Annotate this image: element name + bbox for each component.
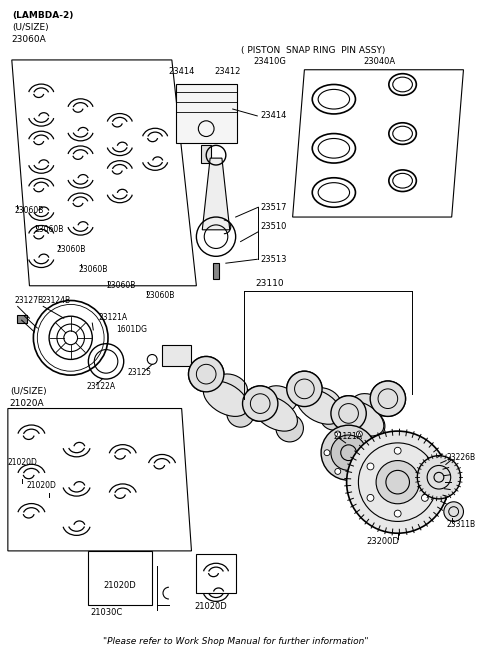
Circle shape	[295, 379, 314, 399]
Ellipse shape	[204, 381, 248, 417]
Polygon shape	[202, 158, 230, 230]
Circle shape	[339, 403, 359, 423]
Text: 23226B: 23226B	[447, 453, 476, 462]
Circle shape	[331, 396, 366, 431]
Text: 21020D: 21020D	[8, 458, 38, 467]
Circle shape	[331, 396, 366, 431]
Circle shape	[357, 468, 362, 474]
Text: 23311B: 23311B	[447, 520, 476, 529]
Text: 21020D: 21020D	[195, 602, 228, 611]
Circle shape	[347, 431, 449, 533]
Ellipse shape	[339, 401, 384, 436]
Circle shape	[370, 381, 406, 417]
Bar	[213, 263, 219, 279]
Circle shape	[324, 450, 330, 456]
Text: 23060B: 23060B	[57, 245, 86, 254]
Circle shape	[189, 356, 224, 392]
Circle shape	[358, 413, 385, 440]
Circle shape	[367, 495, 374, 501]
Bar	[176, 85, 237, 144]
Circle shape	[394, 510, 401, 517]
Text: 23110: 23110	[256, 279, 284, 289]
Circle shape	[335, 468, 341, 474]
Circle shape	[251, 394, 270, 413]
Circle shape	[331, 435, 366, 470]
Ellipse shape	[252, 396, 298, 431]
Text: 21020A: 21020A	[10, 399, 45, 408]
Text: 23060B: 23060B	[35, 225, 64, 234]
Circle shape	[421, 495, 428, 501]
Circle shape	[242, 386, 278, 421]
Bar	[196, 554, 236, 593]
Text: 23040A: 23040A	[363, 57, 396, 66]
Text: 23122A: 23122A	[86, 382, 116, 392]
Circle shape	[444, 502, 464, 522]
Circle shape	[196, 364, 216, 384]
Text: 23060B: 23060B	[79, 264, 108, 274]
Text: 23414: 23414	[168, 67, 195, 76]
Text: 23510: 23510	[260, 222, 287, 232]
Circle shape	[227, 400, 254, 427]
Text: 21020D: 21020D	[103, 581, 136, 590]
Circle shape	[376, 461, 420, 504]
Text: 23412: 23412	[215, 67, 241, 76]
Text: 23124B: 23124B	[41, 296, 71, 305]
Text: 23200D: 23200D	[367, 537, 399, 546]
Text: 23125: 23125	[128, 367, 152, 377]
Text: 21020D: 21020D	[26, 481, 56, 489]
Circle shape	[320, 403, 348, 430]
Text: 23127B: 23127B	[15, 296, 44, 305]
Text: (U/SIZE): (U/SIZE)	[12, 23, 48, 32]
Circle shape	[189, 356, 224, 392]
Ellipse shape	[351, 394, 385, 419]
Text: (LAMBDA-2): (LAMBDA-2)	[12, 11, 73, 20]
Ellipse shape	[214, 374, 247, 400]
Circle shape	[321, 425, 376, 480]
Text: 23517: 23517	[260, 203, 287, 212]
Text: "Please refer to Work Shop Manual for further information": "Please refer to Work Shop Manual for fu…	[103, 637, 369, 646]
Circle shape	[370, 381, 406, 417]
Bar	[88, 551, 152, 605]
Circle shape	[276, 415, 303, 442]
Text: 23513: 23513	[260, 255, 287, 264]
Ellipse shape	[263, 386, 297, 412]
Circle shape	[242, 386, 278, 421]
Circle shape	[417, 456, 460, 499]
Text: 23121A: 23121A	[98, 313, 127, 321]
Text: 23410G: 23410G	[253, 57, 286, 66]
Circle shape	[421, 463, 428, 470]
Text: 23060A: 23060A	[12, 35, 47, 44]
Text: 23060B: 23060B	[15, 206, 44, 215]
Circle shape	[357, 431, 362, 437]
Bar	[17, 316, 26, 323]
Text: 21121A: 21121A	[334, 432, 363, 441]
Circle shape	[335, 431, 341, 437]
Circle shape	[367, 463, 374, 470]
Bar	[162, 344, 192, 366]
Text: 23060B: 23060B	[145, 291, 175, 300]
Circle shape	[287, 371, 322, 407]
Circle shape	[367, 450, 373, 456]
Circle shape	[394, 447, 401, 454]
Ellipse shape	[307, 388, 341, 413]
Ellipse shape	[297, 389, 342, 424]
Text: 21030C: 21030C	[90, 608, 122, 617]
Circle shape	[287, 371, 322, 407]
Circle shape	[378, 389, 398, 409]
Text: ( PISTON  SNAP RING  PIN ASSY): ( PISTON SNAP RING PIN ASSY)	[240, 46, 385, 54]
Text: (U/SIZE): (U/SIZE)	[10, 387, 47, 396]
Text: 23414: 23414	[260, 112, 287, 121]
Text: 23060B: 23060B	[106, 281, 135, 290]
Bar	[201, 146, 211, 163]
Text: 1601DG: 1601DG	[116, 325, 147, 335]
